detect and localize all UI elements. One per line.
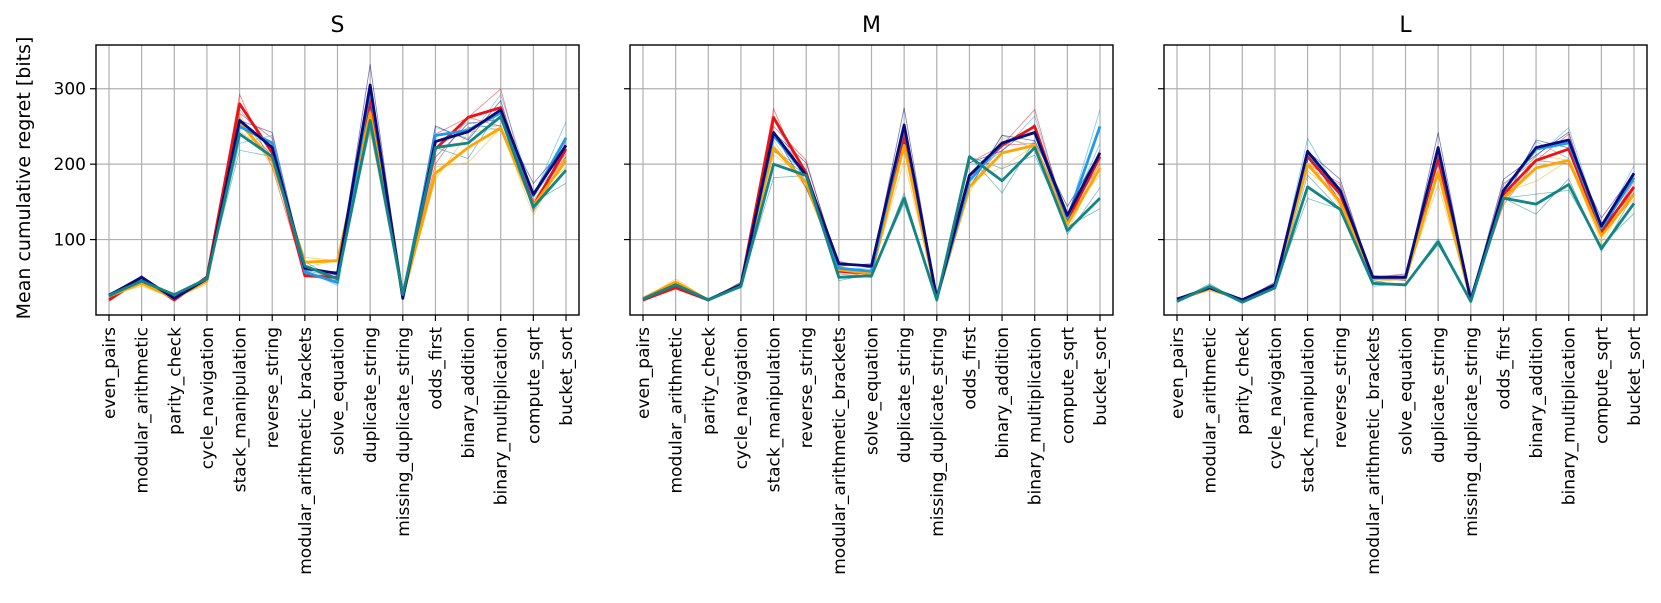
x-tick-label: compute_sqrt <box>524 327 544 444</box>
x-tick-label: modular_arithmetic <box>667 327 687 493</box>
series-group <box>642 107 1102 303</box>
x-tick-label: odds_first <box>960 327 980 410</box>
x-tick-label: modular_arithmetic <box>1201 327 1221 493</box>
panel-title: M <box>862 13 881 38</box>
x-tick-label: modular_arithmetic_brackets <box>1364 327 1384 575</box>
x-tick-label: odds_first <box>426 327 446 410</box>
series-teal-line <box>108 115 568 297</box>
panel-L: even_pairs modular_arithmetic parity_check… <box>1158 13 1648 575</box>
x-tick-label: missing_duplicate_string <box>394 327 414 537</box>
x-tick-label: missing_duplicate_string <box>928 327 948 537</box>
x-tick-label: binary_addition <box>993 327 1013 459</box>
x-tick-label: parity_check <box>699 327 719 435</box>
x-tick-label: parity_check <box>1233 327 1253 435</box>
x-tick-label: odds_first <box>1494 327 1514 410</box>
x-tick-label: cycle_navigation <box>732 327 752 469</box>
y-tick-label: 100 <box>54 231 86 251</box>
x-tick-label: binary_multiplication <box>1026 327 1046 505</box>
x-tick-label: binary_addition <box>1527 327 1547 459</box>
x-tick-label: modular_arithmetic_brackets <box>830 327 850 575</box>
series-teal-line <box>1176 183 1636 304</box>
x-tick-label: duplicate_string <box>1429 327 1449 463</box>
series-navy-line <box>1176 138 1636 302</box>
x-tick-label: binary_multiplication <box>492 327 512 505</box>
x-tick-label: stack_manipulation <box>231 327 251 492</box>
x-tick-label: missing_duplicate_string <box>1462 327 1482 537</box>
panel-S: 100 200 300 even_pairs modular_arithmetic par… <box>54 13 580 575</box>
x-tick-label: duplicate_string <box>361 327 381 463</box>
x-tick-label: modular_arithmetic <box>133 327 153 493</box>
series-teal-line <box>642 146 1101 302</box>
x-tick-label: stack_manipulation <box>765 327 785 492</box>
x-tick-label: cycle_navigation <box>1266 327 1286 469</box>
panel-title: L <box>1399 13 1412 38</box>
y-tick-label: 200 <box>54 155 86 175</box>
panel-M: even_pairs modular_arithmetic parity_check… <box>624 13 1114 575</box>
x-tick-label: reverse_string <box>797 327 817 448</box>
y-tick-label: 300 <box>54 80 86 100</box>
x-tick-label: even_pairs <box>634 327 654 419</box>
x-tick-label: compute_sqrt <box>1592 327 1612 444</box>
x-tick-label: even_pairs <box>100 327 120 419</box>
x-tick-label: reverse_string <box>1331 327 1351 448</box>
y-axis-label: Mean cumulative regret [bits] <box>13 37 35 320</box>
x-tick-label: duplicate_string <box>895 327 915 463</box>
x-tick-label: binary_addition <box>459 327 479 459</box>
x-tick-label: compute_sqrt <box>1058 327 1078 444</box>
series-group <box>1176 126 1636 304</box>
x-tick-label: reverse_string <box>263 327 283 448</box>
x-tick-label: stack_manipulation <box>1299 327 1319 492</box>
x-tick-label: binary_multiplication <box>1560 327 1580 505</box>
series-group <box>108 64 568 302</box>
x-tick-label: cycle_navigation <box>198 327 218 469</box>
panel-title: S <box>331 13 345 38</box>
x-tick-label: solve_equation <box>1397 327 1417 455</box>
x-tick-label: bucket_sort <box>1625 327 1645 426</box>
x-tick-label: solve_equation <box>863 327 883 455</box>
x-tick-label: solve_equation <box>329 327 349 455</box>
x-tick-label: modular_arithmetic_brackets <box>296 327 316 575</box>
x-tick-label: parity_check <box>165 327 185 435</box>
x-tick-label: bucket_sort <box>557 327 577 426</box>
x-tick-label: even_pairs <box>1168 327 1188 419</box>
x-tick-label: bucket_sort <box>1091 327 1111 426</box>
